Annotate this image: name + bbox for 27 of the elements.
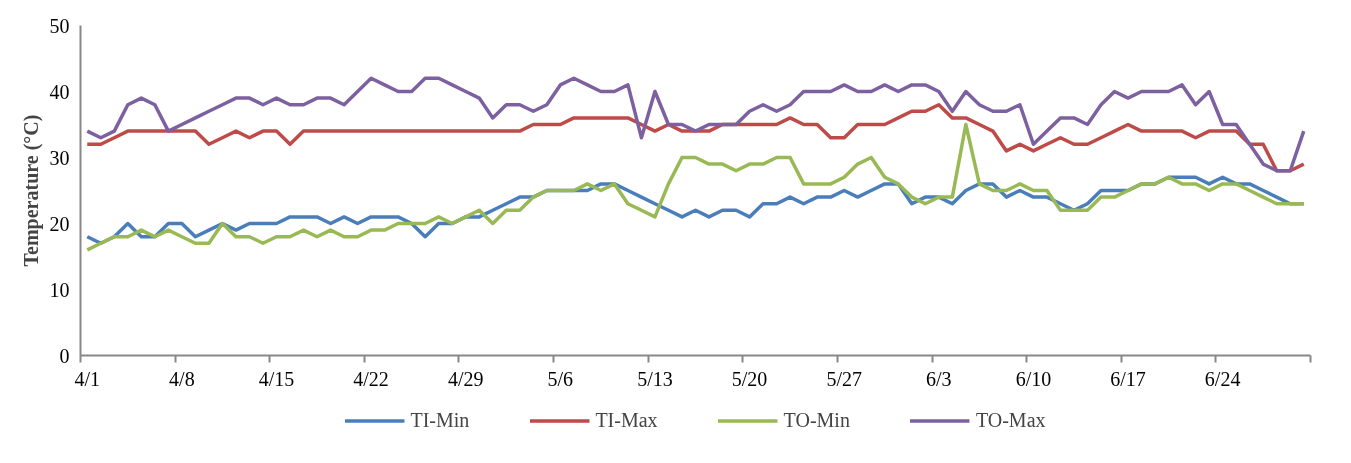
- x-tick-label: 5/6: [547, 367, 574, 390]
- y-tick-label: 40: [49, 80, 70, 103]
- x-tick-label: 4/22: [353, 367, 389, 390]
- x-tick-label: 5/20: [731, 367, 768, 390]
- x-tick-label: 6/17: [1110, 367, 1146, 390]
- legend-label: TI-Min: [410, 408, 470, 432]
- legend-label: TI-Max: [595, 408, 658, 432]
- x-tick-label: 6/24: [1204, 367, 1241, 390]
- y-axis-title: Temperature (°C): [19, 114, 43, 267]
- x-tick-label: 4/1: [74, 367, 101, 390]
- x-tick-label: 6/10: [1015, 367, 1052, 390]
- y-tick-label: 30: [49, 146, 70, 169]
- x-tick-label: 4/29: [447, 367, 484, 390]
- y-tick-label: 50: [49, 14, 70, 37]
- y-tick-label: 0: [59, 344, 70, 367]
- x-tick-label: 6/3: [926, 367, 952, 390]
- legend-label: TO-Max: [975, 408, 1046, 432]
- x-tick-label: 5/27: [826, 367, 862, 390]
- x-tick-label: 4/15: [258, 367, 295, 390]
- legend-label: TO-Min: [783, 408, 850, 432]
- x-tick-label: 5/13: [637, 367, 673, 390]
- y-tick-label: 20: [49, 212, 70, 235]
- line-series: [85, 76, 1306, 173]
- line-series: [85, 102, 1306, 173]
- x-tick-label: 4/8: [169, 367, 195, 390]
- y-tick-label: 10: [49, 278, 70, 301]
- line-series: [85, 122, 1306, 252]
